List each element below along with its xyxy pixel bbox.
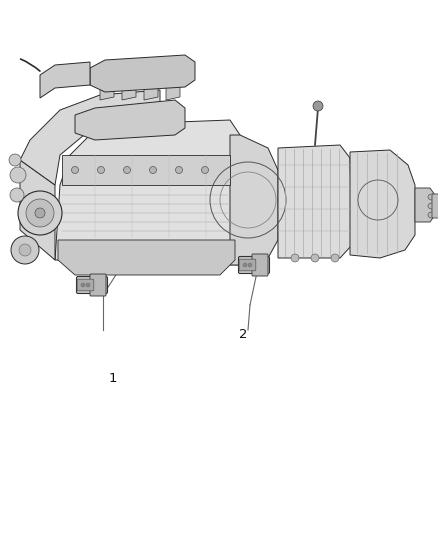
Circle shape xyxy=(81,283,85,287)
Text: 2: 2 xyxy=(239,328,247,342)
FancyBboxPatch shape xyxy=(239,259,256,271)
Polygon shape xyxy=(75,100,185,140)
Polygon shape xyxy=(122,68,136,100)
Polygon shape xyxy=(100,68,114,100)
Circle shape xyxy=(9,154,21,166)
FancyBboxPatch shape xyxy=(432,194,438,218)
Polygon shape xyxy=(230,135,278,265)
Circle shape xyxy=(201,166,208,174)
Polygon shape xyxy=(62,155,230,185)
FancyBboxPatch shape xyxy=(252,254,268,276)
Circle shape xyxy=(124,166,131,174)
Circle shape xyxy=(331,254,339,262)
Circle shape xyxy=(10,188,24,202)
Circle shape xyxy=(243,263,247,267)
Polygon shape xyxy=(278,145,352,258)
Text: 1: 1 xyxy=(109,372,117,384)
FancyBboxPatch shape xyxy=(90,274,106,296)
Polygon shape xyxy=(350,150,415,258)
Circle shape xyxy=(176,166,183,174)
Circle shape xyxy=(35,208,45,218)
Polygon shape xyxy=(90,55,195,92)
Circle shape xyxy=(98,166,105,174)
Circle shape xyxy=(19,244,31,256)
Polygon shape xyxy=(20,90,160,185)
Ellipse shape xyxy=(428,203,436,209)
Circle shape xyxy=(18,191,62,235)
Circle shape xyxy=(291,254,299,262)
Ellipse shape xyxy=(428,194,436,200)
Polygon shape xyxy=(55,120,240,265)
Circle shape xyxy=(248,263,252,267)
Circle shape xyxy=(311,254,319,262)
Polygon shape xyxy=(415,188,435,222)
Polygon shape xyxy=(166,68,180,100)
Circle shape xyxy=(26,199,54,227)
Ellipse shape xyxy=(428,212,436,218)
Polygon shape xyxy=(144,68,158,100)
Polygon shape xyxy=(40,62,90,98)
Circle shape xyxy=(71,166,78,174)
Polygon shape xyxy=(58,240,235,275)
FancyBboxPatch shape xyxy=(77,279,94,291)
Circle shape xyxy=(10,167,26,183)
Circle shape xyxy=(149,166,156,174)
Circle shape xyxy=(313,101,323,111)
FancyBboxPatch shape xyxy=(77,277,107,294)
Polygon shape xyxy=(20,160,55,260)
Circle shape xyxy=(86,283,90,287)
Circle shape xyxy=(11,236,39,264)
FancyBboxPatch shape xyxy=(239,256,269,273)
